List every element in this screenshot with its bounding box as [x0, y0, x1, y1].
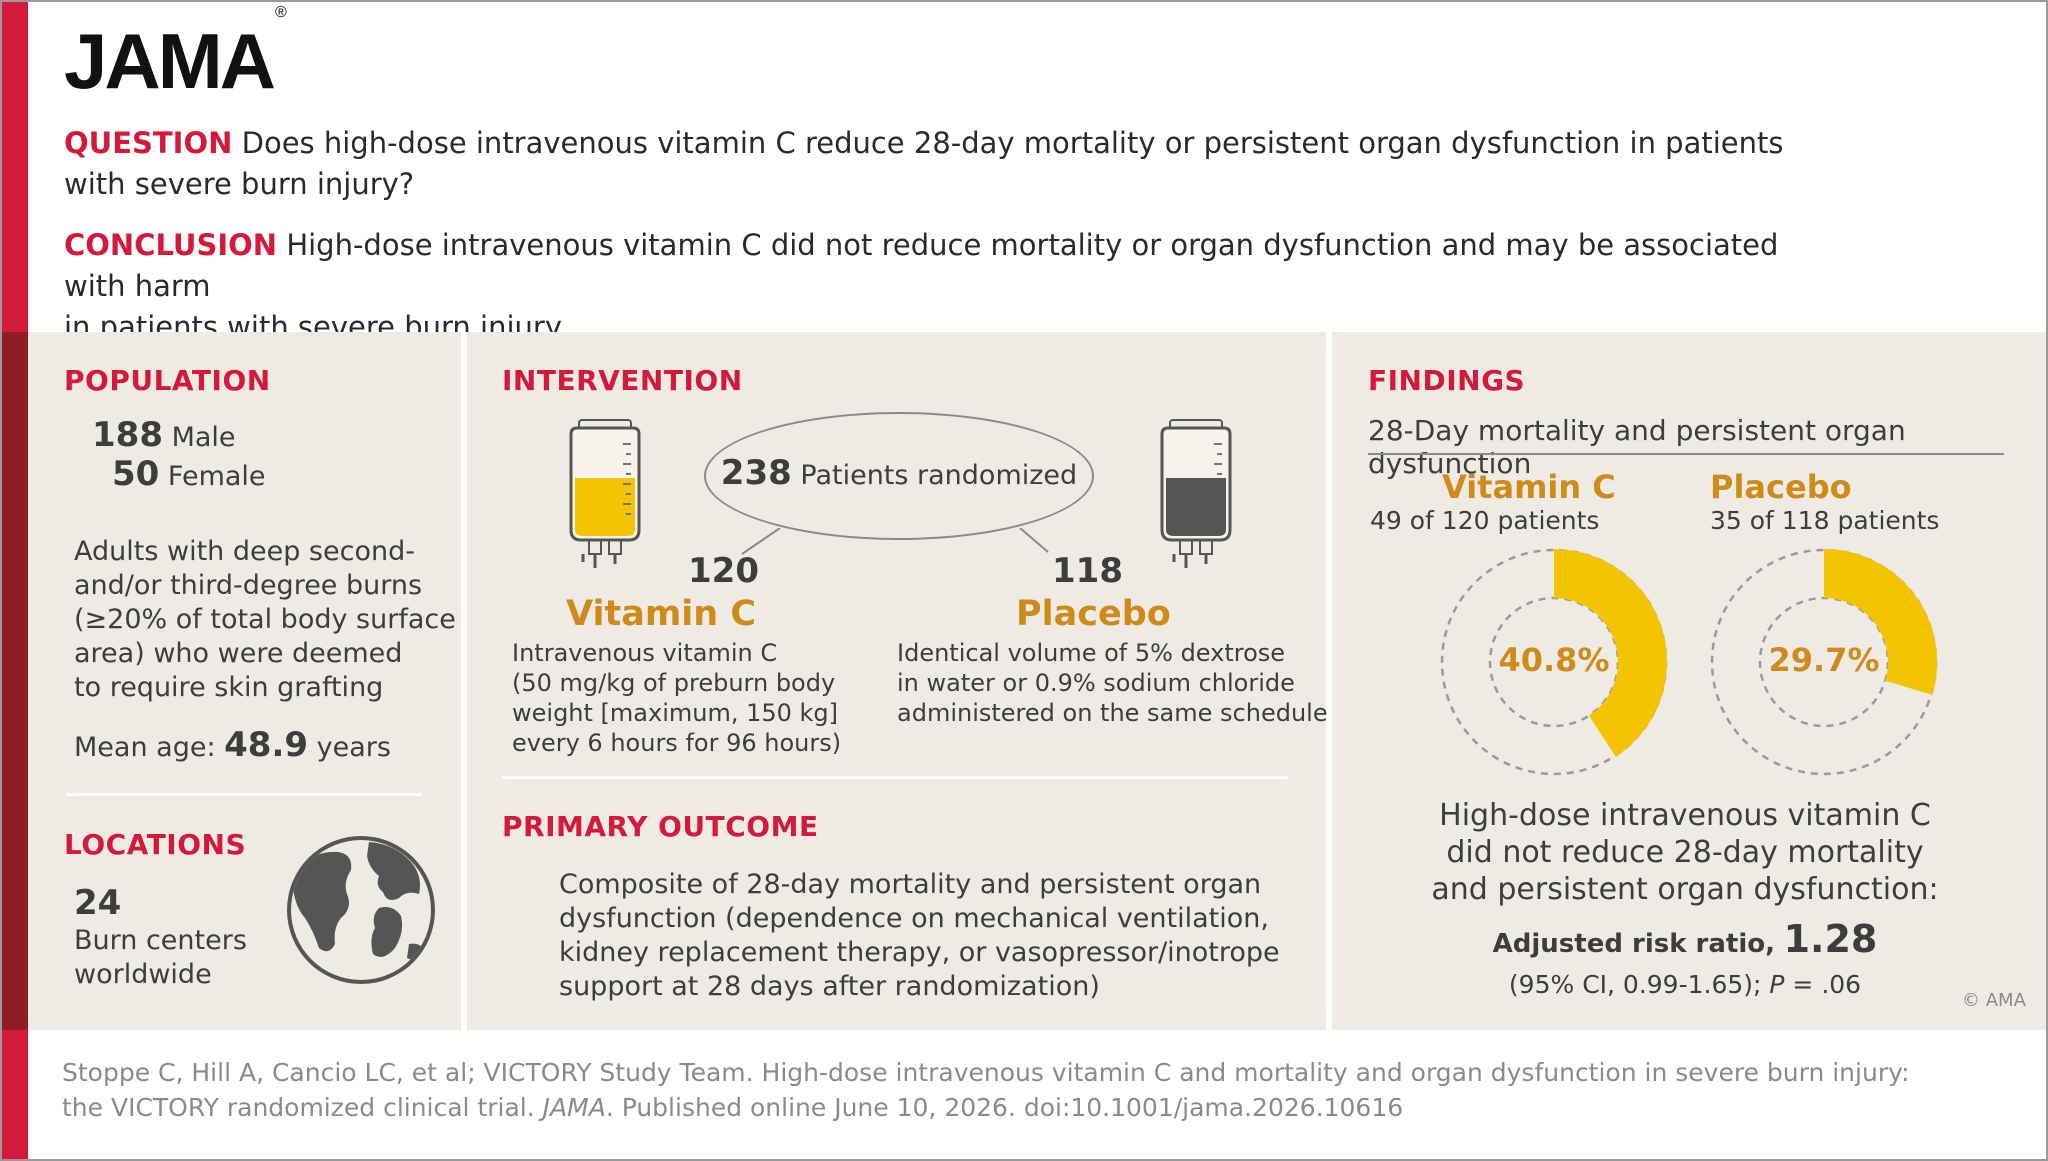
copyright: © AMA [1962, 990, 2026, 1011]
population-separator [66, 793, 422, 796]
primary-outcome-title: PRIMARY OUTCOME [502, 810, 819, 843]
vitamin-c-count: 120 [688, 551, 759, 591]
risk-ratio: Adjusted risk ratio, 1.28 [1492, 917, 1878, 961]
placebo-donut-chart [1710, 548, 1938, 776]
findings-title: FINDINGS [1368, 364, 1526, 397]
panel-divider [1326, 332, 1332, 1030]
vitamin-c-percent: 40.8% [1498, 641, 1610, 679]
vitamin-c-arm-description: Intravenous vitamin C (50 mg/kg of prebu… [512, 639, 842, 757]
male-stat: 188 Male [92, 415, 236, 455]
findings-subtitle: 28-Day mortality and persistent organ dy… [1368, 414, 1906, 480]
population-title: POPULATION [64, 364, 271, 397]
mean-age: Mean age: 48.9 years [74, 725, 391, 765]
panel-divider [461, 332, 467, 1030]
confidence-interval: (95% CI, 0.99-1.65); P = .06 [1508, 970, 1862, 999]
placebo-percent: 29.7% [1768, 641, 1880, 679]
question-text-2: with severe burn injury? [64, 167, 415, 201]
findings-placebo-title: Placebo [1710, 468, 1852, 506]
intervention-title: INTERVENTION [502, 364, 743, 397]
placebo-iv-bag-icon [1160, 419, 1232, 568]
accent-bar-middle [2, 332, 28, 1030]
conclusion-label: CONCLUSION [64, 228, 278, 262]
jama-logo: JAMA® [64, 4, 287, 105]
randomization-ellipse [704, 412, 1094, 540]
vitamin-c-arm-title: Vitamin C [566, 594, 757, 634]
conclusion-text: High-dose intravenous vitamin C did not … [64, 228, 1779, 303]
vitamin-c-donut-chart [1440, 548, 1668, 776]
female-stat: 50 Female [112, 454, 266, 494]
findings-vitamin-c-title: Vitamin C [1442, 468, 1616, 506]
placebo-arm-description: Identical volume of 5% dextrose in water… [897, 639, 1328, 727]
accent-bar-top [2, 2, 28, 332]
locations-title: LOCATIONS [64, 828, 247, 861]
locations-text: Burn centers worldwide [74, 925, 247, 990]
placebo-arm-title: Placebo [1016, 594, 1171, 634]
intervention-separator [502, 776, 1288, 779]
findings-underline [1368, 453, 2004, 455]
randomization-arrows [741, 528, 1049, 555]
globe-icon [287, 836, 435, 984]
population-description: Adults with deep second- and/or third-de… [74, 536, 456, 703]
locations-count: 24 [74, 883, 122, 923]
citation: Stoppe C, Hill A, Cancio LC, et al; VICT… [62, 1058, 1910, 1122]
vitamin-c-donut-segment [1554, 549, 1667, 757]
question-block: QUESTION Does high-dose intravenous vita… [64, 123, 1844, 205]
placebo-count: 118 [1052, 551, 1123, 591]
question-label: QUESTION [64, 126, 233, 160]
randomized-count: 238 Patients randomized [720, 453, 1078, 493]
findings-placebo-subtitle: 35 of 118 patients [1710, 506, 1940, 535]
findings-summary: High-dose intravenous vitamin C did not … [1431, 798, 1939, 907]
findings-vitamin-c-subtitle: 49 of 120 patients [1370, 506, 1600, 535]
placebo-donut-segment [1824, 549, 1937, 695]
vitamin-c-iv-bag-icon [569, 419, 641, 568]
primary-outcome-text: Composite of 28-day mortality and persis… [559, 869, 1280, 1002]
accent-bar-bottom [2, 1030, 28, 1159]
conclusion-block: CONCLUSION High-dose intravenous vitamin… [64, 225, 1844, 348]
question-text: Does high-dose intravenous vitamin C red… [241, 126, 1784, 160]
